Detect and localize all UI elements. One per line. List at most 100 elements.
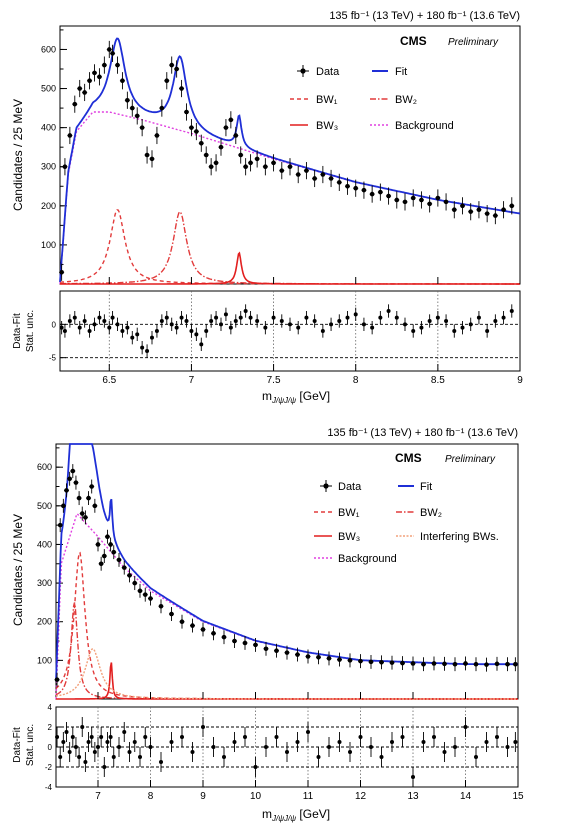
marker (320, 172, 326, 177)
panel-1: 135 fb⁻¹ (13 TeV) + 180 fb⁻¹ (13.6 TeV) … (11, 10, 523, 405)
data-point (345, 177, 350, 195)
marker (142, 592, 148, 597)
data-point (274, 643, 279, 658)
marker (199, 342, 204, 347)
residual-point (86, 732, 91, 752)
legend-label-background: Background (395, 120, 454, 132)
marker (86, 740, 91, 744)
legend-label-data: Data (338, 481, 362, 493)
bw-line-bw1 (55, 551, 518, 700)
marker (295, 652, 300, 657)
marker (271, 315, 276, 320)
marker (184, 319, 189, 323)
residual-y-ticks: -4 -2 0 2 4 (45, 703, 62, 792)
marker (190, 623, 195, 628)
residual-point (201, 717, 205, 737)
residual-point (211, 737, 216, 757)
data-point (110, 44, 116, 62)
data-point (142, 587, 148, 602)
data-point (402, 193, 408, 211)
marker (115, 62, 120, 68)
bw-curves (55, 551, 518, 700)
y-tick-label: 2 (48, 723, 53, 732)
marker (411, 329, 416, 333)
marker (233, 319, 238, 323)
marker (254, 156, 260, 162)
marker (435, 315, 440, 320)
data-point (336, 173, 342, 191)
residual-point (169, 732, 174, 752)
legend-bw1: BW₁ (290, 94, 338, 106)
marker (248, 160, 253, 166)
data-point (353, 179, 359, 197)
data-point (287, 158, 293, 176)
x-axis-label: mJ/ψJ/ψ [GeV] (262, 389, 330, 405)
residual-point (117, 737, 121, 757)
marker (67, 750, 72, 754)
marker (127, 750, 132, 754)
marker (336, 180, 342, 185)
y-tick-label: 400 (41, 123, 56, 133)
marker (402, 199, 408, 205)
marker (444, 319, 449, 323)
marker (127, 573, 132, 578)
legend-fit: Fit (398, 481, 432, 493)
y-tick-label: 0 (52, 320, 57, 329)
marker (107, 325, 112, 330)
marker (296, 325, 301, 330)
marker (253, 765, 258, 769)
data-point (223, 119, 229, 137)
marker (77, 755, 82, 759)
data-point (134, 107, 140, 125)
marker (137, 588, 143, 594)
marker (92, 70, 97, 76)
data-point (77, 79, 83, 98)
residual-point (444, 314, 449, 328)
residual-point (337, 314, 342, 328)
marker (211, 745, 216, 749)
marker (223, 312, 228, 317)
marker (513, 661, 518, 667)
marker (337, 657, 342, 662)
residual-point (419, 321, 424, 335)
data-point (242, 636, 248, 650)
residual-point (378, 311, 383, 325)
marker (219, 322, 223, 327)
marker (184, 109, 189, 115)
data-point (86, 491, 92, 506)
residual-point (58, 747, 63, 767)
x-tick-label: 13 (407, 791, 419, 802)
marker (327, 745, 331, 749)
marker (394, 315, 399, 320)
data-point (476, 201, 482, 219)
marker (194, 332, 199, 337)
marker (213, 160, 219, 166)
residual-point (501, 311, 506, 325)
marker (400, 735, 405, 739)
marker (87, 78, 92, 84)
marker (99, 735, 104, 739)
residual-point (174, 321, 179, 335)
marker (169, 62, 175, 68)
residual-point (243, 727, 247, 747)
marker (154, 133, 160, 138)
marker (394, 197, 400, 203)
data-point (54, 672, 60, 687)
data-point (238, 146, 244, 164)
residual-point (108, 727, 113, 747)
residual-point (190, 742, 195, 762)
marker (97, 74, 102, 80)
data-point (101, 549, 107, 563)
data-point (328, 169, 334, 188)
data-point (111, 545, 117, 560)
marker (108, 542, 113, 547)
residual-y-label-2: Stat. unc. (25, 724, 36, 766)
residual-point (476, 311, 481, 325)
residual-point (370, 321, 375, 335)
marker (243, 309, 248, 313)
residual-point (77, 747, 82, 767)
bw-line-interfering (55, 648, 518, 700)
marker (105, 740, 110, 744)
y-tick-label: 100 (37, 655, 52, 665)
residual-point (148, 737, 153, 757)
